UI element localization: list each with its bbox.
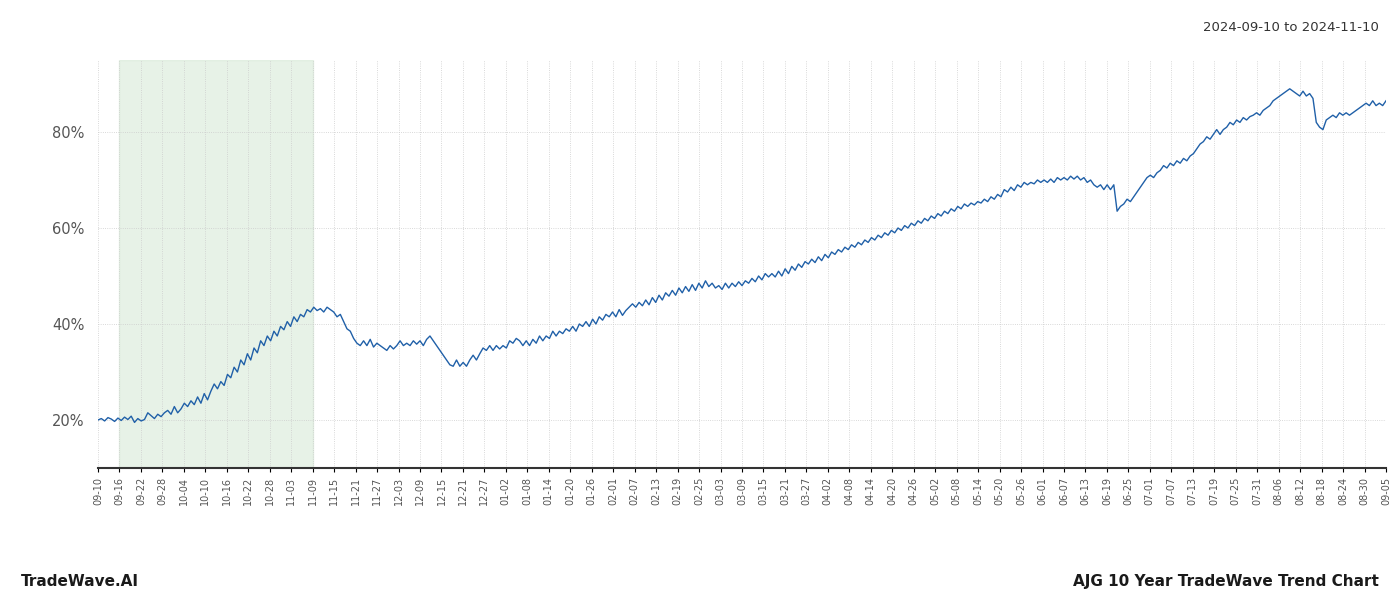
Text: 2024-09-10 to 2024-11-10: 2024-09-10 to 2024-11-10 <box>1203 21 1379 34</box>
Bar <box>119 60 312 468</box>
Text: TradeWave.AI: TradeWave.AI <box>21 574 139 589</box>
Text: AJG 10 Year TradeWave Trend Chart: AJG 10 Year TradeWave Trend Chart <box>1074 574 1379 589</box>
